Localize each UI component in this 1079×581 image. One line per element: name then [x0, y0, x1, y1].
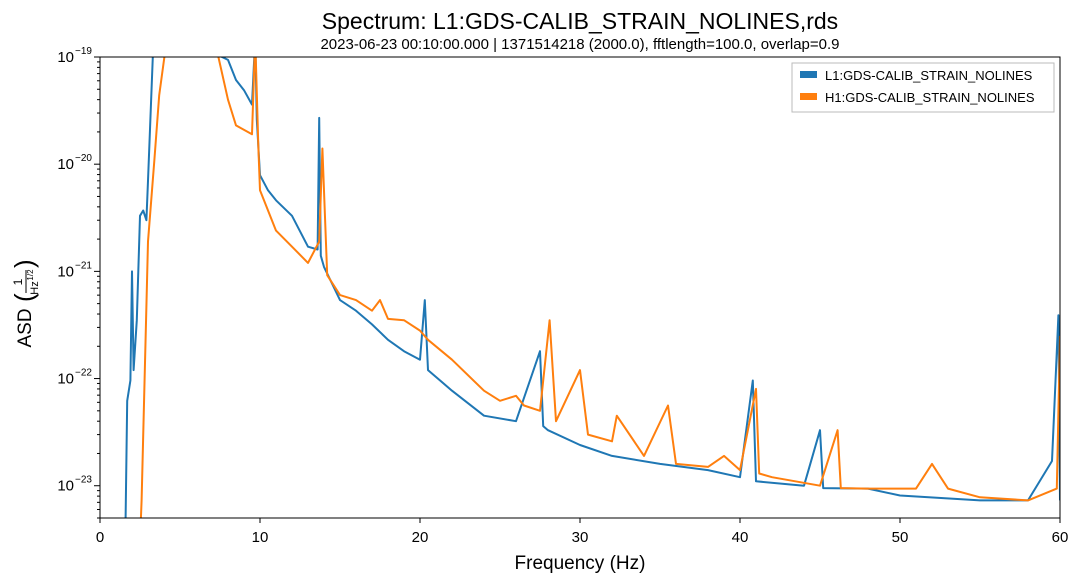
- y-tick-exponent: −21: [75, 260, 92, 271]
- y-tick-exponent: −22: [75, 368, 92, 379]
- y-tick-exponent: −19: [75, 46, 92, 57]
- y-axis-unit-den: Hz: [29, 281, 41, 294]
- x-tick-label: 30: [572, 529, 589, 546]
- y-tick-label: 10: [57, 478, 74, 495]
- plot-frame: [99, 56, 1061, 519]
- y-tick-exponent: −20: [75, 153, 92, 164]
- series-line-h1: [139, 57, 1060, 518]
- legend-swatch-h1: [800, 93, 817, 100]
- chart-subtitle: 2023-06-23 00:10:00.000 | 1371514218 (20…: [320, 36, 839, 53]
- x-tick-label: 10: [252, 529, 269, 546]
- y-axis-unit-num: 1: [11, 278, 25, 285]
- y-tick-label: 10: [57, 49, 74, 66]
- y-tick-base: 10: [57, 371, 74, 388]
- x-tick-label: 40: [732, 529, 749, 546]
- x-tick-label: 50: [892, 529, 909, 546]
- y-axis-unit-exp: 1/2: [26, 269, 35, 281]
- chart-title: Spectrum: L1:GDS-CALIB_STRAIN_NOLINES,rd…: [322, 8, 838, 34]
- y-tick-base: 10: [57, 478, 74, 495]
- y-tick-label: 10: [57, 371, 74, 388]
- x-tick-label: 0: [96, 529, 104, 546]
- y-axis-paren-close: ): [9, 259, 39, 268]
- series-lines: [124, 57, 1060, 518]
- y-tick-exponent: −23: [75, 475, 92, 486]
- legend-label-l1: L1:GDS-CALIB_STRAIN_NOLINES: [825, 68, 1033, 83]
- y-axis-paren-open: (: [9, 293, 39, 302]
- y-tick-base: 10: [57, 156, 74, 173]
- legend: L1:GDS-CALIB_STRAIN_NOLINES H1:GDS-CALIB…: [791, 62, 1055, 113]
- x-tick-label: 20: [412, 529, 429, 546]
- y-tick-label: 10: [57, 156, 74, 173]
- y-tick-base: 10: [57, 49, 74, 66]
- x-tick-label: 60: [1052, 529, 1069, 546]
- y-tick-label: 10: [57, 263, 74, 280]
- legend-swatch-l1: [800, 71, 817, 78]
- legend-box: [791, 62, 1055, 113]
- y-axis-label-text: ASD: [15, 308, 36, 347]
- y-axis-label: ASD ( 1 Hz 1/2 ): [9, 259, 41, 347]
- series-line-l1: [124, 57, 1060, 518]
- y-tick-base: 10: [57, 263, 74, 280]
- legend-label-h1: H1:GDS-CALIB_STRAIN_NOLINES: [825, 90, 1035, 105]
- x-axis-label: Frequency (Hz): [515, 553, 646, 574]
